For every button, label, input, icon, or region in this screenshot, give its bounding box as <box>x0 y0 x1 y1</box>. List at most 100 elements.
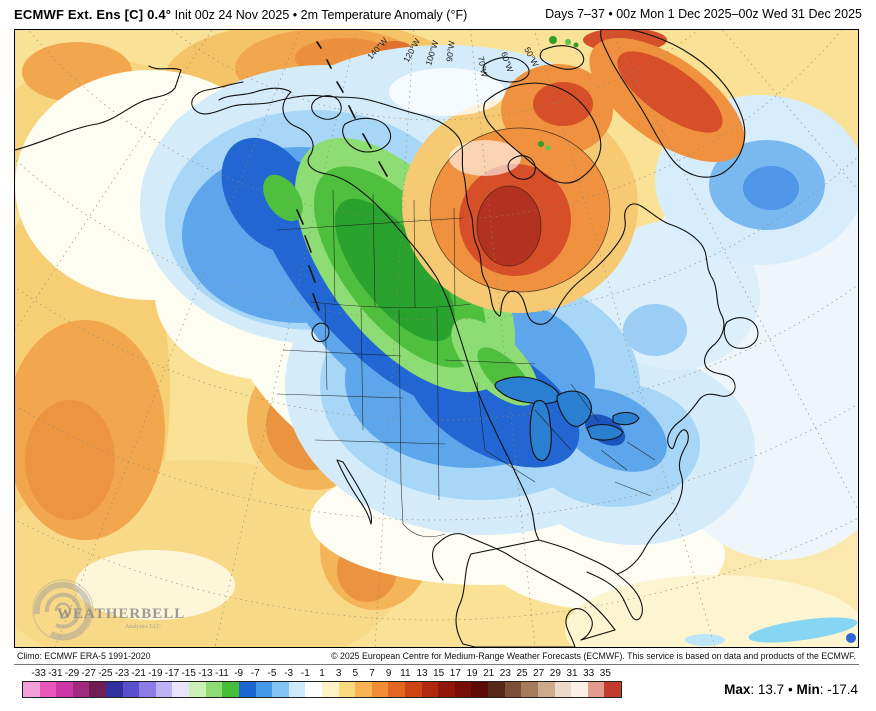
colorbar-cell <box>438 682 455 697</box>
state-borders <box>276 189 656 538</box>
valid-period: Days 7–37 • 00z Mon 1 Dec 2025–00z Wed 3… <box>545 7 862 21</box>
colorbar-cell <box>56 682 73 697</box>
colorbar-cell <box>371 682 389 697</box>
min-label: Min <box>796 682 820 697</box>
map-title: ECMWF Ext. Ens [C] 0.4° Init 00z 24 Nov … <box>14 7 467 22</box>
colorbar-cell <box>571 682 588 697</box>
header: ECMWF Ext. Ens [C] 0.4° Init 00z 24 Nov … <box>14 3 862 25</box>
colorbar-tick: -27 <box>81 668 96 679</box>
colorbar-tick: 11 <box>400 668 411 679</box>
colorbar-cell <box>189 682 206 697</box>
min-value: -17.4 <box>827 682 858 697</box>
colorbar-cell <box>471 682 489 697</box>
colorbar-cell <box>488 682 505 697</box>
longitude-label: 90°W <box>444 40 456 62</box>
colorbar-cell <box>288 682 306 697</box>
anomaly-field <box>15 30 858 647</box>
colorbar-cell <box>106 682 123 697</box>
colorbar-cell <box>272 682 289 697</box>
colorbar-cell <box>537 682 555 697</box>
model-name: ECMWF Ext. Ens [C] 0.4° <box>14 6 172 22</box>
colorbar-tick: -1 <box>300 668 310 679</box>
colorbar-tick: -25 <box>98 668 113 679</box>
colorbar-tick: -13 <box>198 668 213 679</box>
colorbar-cell <box>122 682 140 697</box>
colorbar: -33 -31 -29 -27 -25 -23 -21 -19 -17 -15 -13 -11 -9 -7… <box>22 668 622 702</box>
colorbar-tick: 27 <box>533 668 545 679</box>
colorbar-tick: 1 <box>319 668 325 679</box>
colorbar-tick: -7 <box>250 668 260 679</box>
colorbar-cell <box>338 682 356 697</box>
colorbar-cell <box>454 682 472 697</box>
logo-text: WEATHERBELL <box>57 606 185 622</box>
colorbar-tick: 17 <box>449 668 461 679</box>
colorbar-cell <box>521 682 538 697</box>
colorbar-tick: -33 <box>31 668 46 679</box>
colorbar-cell <box>238 682 256 697</box>
colorbar-cell <box>554 682 572 697</box>
colorbar-tick: -21 <box>131 668 146 679</box>
colorbar-tick: 9 <box>385 668 392 679</box>
colorbar-cell <box>388 682 406 697</box>
colorbar-tick: 33 <box>583 668 595 679</box>
colorbar-tick: -15 <box>181 668 196 679</box>
colorbar-cell <box>139 682 156 697</box>
colorbar-tick: -5 <box>267 668 277 679</box>
colorbar-cells <box>22 681 622 698</box>
colorbar-cell <box>587 682 605 697</box>
init-and-variable: Init 00z 24 Nov 2025 • 2m Temperature An… <box>171 7 468 22</box>
colorbar-cell <box>222 682 239 697</box>
colorbar-tick: 19 <box>466 668 478 679</box>
colorbar-tick: 15 <box>433 668 445 679</box>
colorbar-tick: 23 <box>499 668 511 679</box>
climo-note: Climo: ECMWF ERA-5 1991-2020 <box>17 651 151 661</box>
colorbar-cell <box>305 682 322 697</box>
colorbar-cell <box>355 682 372 697</box>
weatherbell-logo: WEATHERBELL Analytics LLC <box>32 579 185 641</box>
colorbar-tick: 3 <box>335 668 342 679</box>
map-frame: 140°W 120°W 100°W 90°W 70°W 60°W 50°W WEATHERB… <box>14 29 859 648</box>
colorbar-cell <box>421 682 439 697</box>
colorbar-tick: -3 <box>284 668 294 679</box>
colorbar-tick: 5 <box>352 668 359 679</box>
colorbar-tick: 13 <box>416 668 428 679</box>
colorbar-cell <box>72 682 90 697</box>
colorbar-tick: -9 <box>234 668 244 679</box>
max-min-readout: Max: 13.7 • Min: -17.4 <box>724 682 858 697</box>
colorbar-tick: 35 <box>599 668 611 679</box>
colorbar-cell <box>405 682 422 697</box>
colorbar-tick: -11 <box>215 668 229 679</box>
colorbar-cell <box>255 682 273 697</box>
footer-strip: Climo: ECMWF ERA-5 1991-2020 © 2025 Euro… <box>14 648 859 665</box>
colorbar-tick: 31 <box>566 668 578 679</box>
coastlines <box>15 30 759 647</box>
colorbar-tick-labels: -33 -31 -29 -27 -25 -23 -21 -19 -17 -15 -13 -11 -9 -7… <box>22 668 622 681</box>
colorbar-tick: 25 <box>516 668 528 679</box>
colorbar-cell <box>321 682 339 697</box>
graticule <box>15 30 858 647</box>
colorbar-tick: 7 <box>369 668 375 679</box>
colorbar-cell <box>172 682 190 697</box>
copyright-note: © 2025 European Centre for Medium-Range … <box>331 651 856 661</box>
colorbar-cell <box>504 682 522 697</box>
colorbar-tick: -17 <box>164 668 180 679</box>
colorbar-cell <box>205 682 223 697</box>
max-value: 13.7 <box>757 682 785 697</box>
longitude-label: 70°W <box>476 56 489 78</box>
colorbar-cell <box>155 682 173 697</box>
colorbar-cell <box>23 682 40 697</box>
colorbar-tick: -19 <box>148 668 163 679</box>
colorbar-tick: -31 <box>48 668 63 679</box>
logo-subtext: Analytics LLC <box>125 624 161 630</box>
colorbar-cell <box>604 682 621 697</box>
colorbar-tick: -23 <box>114 668 130 679</box>
colorbar-tick: -29 <box>64 668 80 679</box>
maxmin-separator: • <box>787 682 793 697</box>
weather-map: 140°W 120°W 100°W 90°W70°W 60°W 50°W WEATHERB… <box>15 30 858 647</box>
colorbar-cell <box>39 682 57 697</box>
colorbar-tick: 21 <box>483 668 495 679</box>
colorbar-cell <box>89 682 107 697</box>
max-label: Max <box>724 682 751 697</box>
colorbar-tick: 29 <box>549 668 561 679</box>
